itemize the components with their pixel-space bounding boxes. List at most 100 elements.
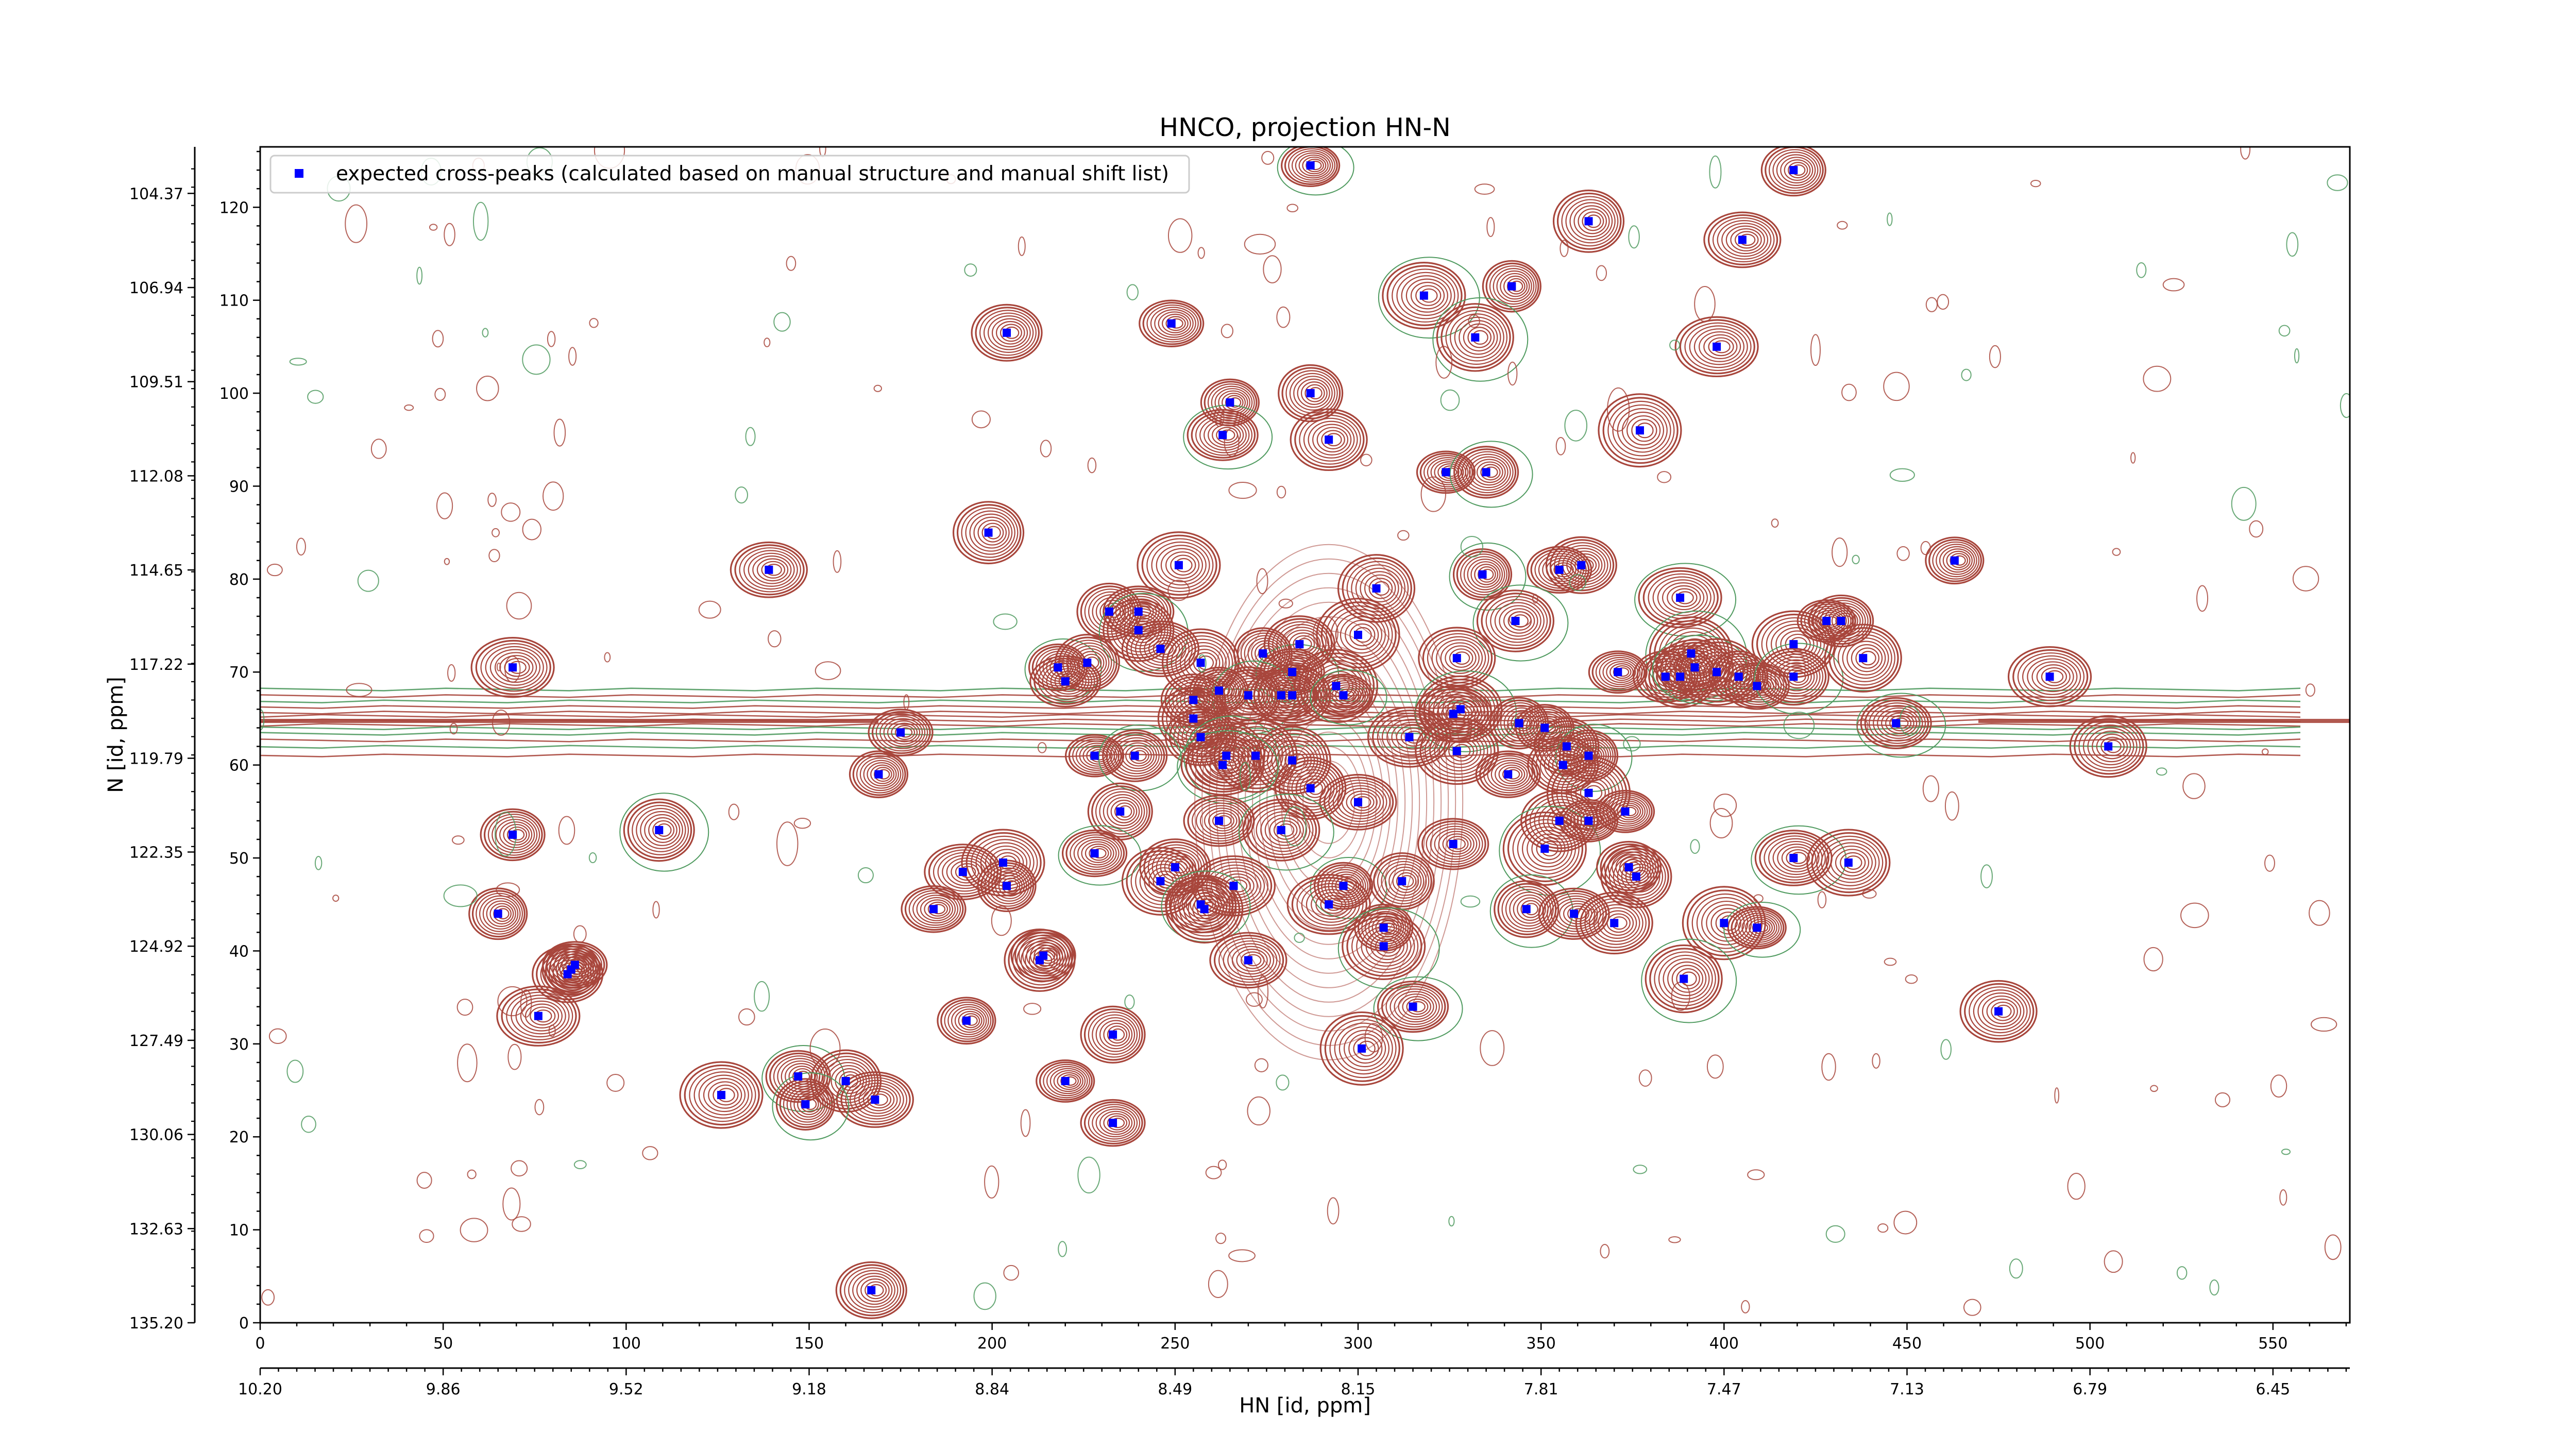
cross-peak-marker [1994, 1007, 2003, 1016]
peak-contour-level [1377, 713, 1444, 762]
peak-contour-level [1102, 729, 1168, 782]
peak-contour-level [1708, 337, 1734, 357]
peak-contour-level [1828, 627, 1899, 689]
peak-contour-level [991, 870, 1027, 902]
cross-peak-marker [1090, 751, 1099, 760]
peak-contour-level [1373, 855, 1432, 907]
cross-peak-marker [2104, 742, 2113, 751]
peak-contour-level [1419, 720, 1496, 782]
peak-contour-negative [1310, 669, 1387, 726]
cross-peak-marker [570, 961, 579, 969]
peak-contour-group [730, 541, 808, 598]
noise-contour [1460, 535, 1484, 558]
peak-contour-group [868, 709, 934, 756]
peak-contour-level [946, 857, 986, 886]
peak-contour-level [1121, 742, 1155, 769]
peak-contour-level [1284, 147, 1338, 185]
peak-contour-level [1515, 704, 1574, 752]
x-index-tick-label: 100 [612, 1335, 641, 1353]
noise-contour [1003, 1265, 1020, 1281]
peak-contour-level [1103, 585, 1175, 638]
cross-peak-marker [896, 728, 905, 737]
cross-peak-marker [1738, 235, 1747, 244]
noise-contour [1817, 891, 1827, 908]
cross-peak-marker [1511, 617, 1520, 626]
cross-peak-marker [1054, 663, 1062, 672]
noise-contour [2279, 1189, 2287, 1206]
noise-contour [443, 884, 478, 907]
noise-contour [728, 803, 740, 820]
cross-peak-marker [1522, 905, 1531, 914]
peak-contour-level [1691, 893, 1759, 953]
peak-contour-level [1256, 808, 1311, 852]
cross-peak-marker [1156, 877, 1165, 886]
cross-peak-marker [1577, 561, 1586, 569]
noise-contour [1623, 736, 1641, 752]
y-ppm-tick-label: 117.22 [129, 656, 183, 674]
noise-contour [266, 563, 283, 577]
peak-contour-level [506, 991, 573, 1040]
noise-contour [492, 528, 500, 537]
peak-contour-level [1156, 545, 1207, 586]
peak-contour-level [790, 1088, 826, 1120]
peak-contour-level [1490, 599, 1545, 643]
peak-contour-level [644, 814, 681, 846]
peak-contour-level [1183, 689, 1211, 711]
peak-contour-group [532, 945, 604, 1003]
noise-contour [588, 852, 597, 864]
peak-contour-level [493, 905, 512, 922]
noise-contour [993, 613, 1018, 630]
y-index-tick-label: 120 [219, 199, 249, 217]
peak-contour-level [814, 1052, 879, 1110]
peak-contour-level [797, 1093, 822, 1115]
peak-contour-level [1426, 823, 1483, 865]
peak-contour-level [1454, 316, 1501, 358]
peak-contour-level [786, 1086, 828, 1123]
noise-contour [2264, 854, 2275, 872]
peak-contour-level [1459, 320, 1498, 355]
cross-peak-marker [1789, 640, 1798, 649]
noise-contour [1257, 975, 1269, 1008]
x-axis-label: HN [id, ppm] [1239, 1394, 1371, 1418]
cross-peak-marker [1661, 672, 1670, 681]
noise-contour [1600, 1243, 1610, 1259]
noise-contour [404, 404, 414, 411]
peak-contour-level [1620, 804, 1639, 819]
peak-contour-level [1406, 998, 1429, 1015]
noise-contour [1077, 1156, 1100, 1194]
peak-contour-level [495, 652, 537, 683]
peak-contour-negative [1449, 441, 1533, 508]
noise-contour [2294, 348, 2300, 364]
peak-contour-level [471, 890, 526, 938]
x-index-tick-label: 500 [2075, 1335, 2105, 1353]
peak-contour-level [901, 885, 967, 933]
peak-contour-group [1545, 536, 1617, 594]
peak-contour-level [734, 544, 805, 596]
noise-contour [764, 338, 771, 347]
peak-contour-level [2027, 658, 2078, 695]
peak-contour-level [1089, 846, 1109, 861]
peak-contour-level [1873, 705, 1923, 742]
peak-contour-level [1008, 932, 1073, 989]
artifact-band-contour [260, 687, 2301, 692]
peak-contour-level [887, 720, 921, 745]
peak-contour-level [1350, 793, 1375, 811]
y-ppm-tick-label: 130.06 [129, 1126, 183, 1144]
x-index-tick-label: 450 [1892, 1335, 1922, 1353]
peak-contour-level [1125, 745, 1152, 767]
peak-contour-level [1558, 545, 1608, 585]
noise-contour [873, 384, 882, 392]
peak-contour-level [1445, 645, 1477, 671]
peak-contour-level [1337, 785, 1384, 819]
peak-contour-level [1467, 327, 1492, 348]
peak-contour-level [552, 959, 589, 989]
peak-contour-level [1562, 548, 1606, 583]
peak-contour-level [908, 890, 961, 929]
noise-contour [307, 390, 324, 404]
noise-contour [1628, 225, 1640, 249]
peak-contour-level [1638, 567, 1722, 629]
peak-contour-level [1301, 883, 1360, 926]
peak-contour-level [1227, 943, 1275, 978]
peak-contour-level [1306, 158, 1324, 173]
peak-contour-level [1932, 541, 1980, 580]
